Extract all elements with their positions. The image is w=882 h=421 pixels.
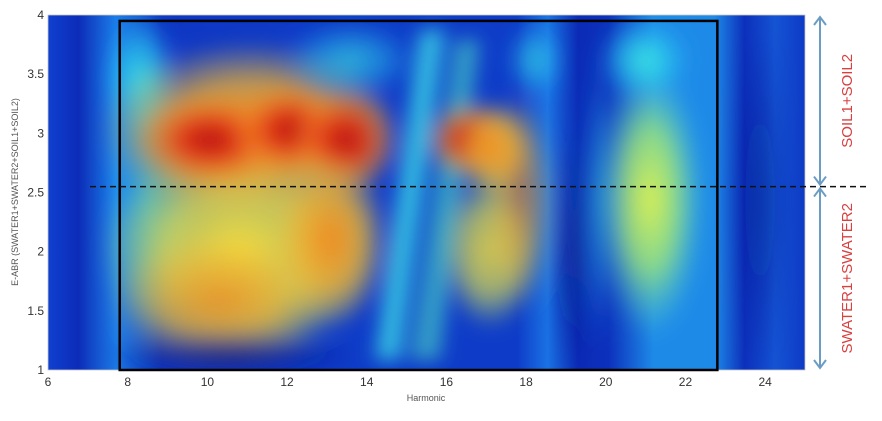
heat-blob xyxy=(280,20,420,100)
y-axis-label: E-ABR (SWATER1+SWATER2+SOIL1+SOIL2) xyxy=(10,98,20,286)
y-tick-label: 1.5 xyxy=(27,304,44,318)
y-tick-label: 3 xyxy=(37,126,44,140)
y-tick-label: 1 xyxy=(37,363,44,377)
heat-blob xyxy=(550,120,590,370)
x-tick-label: 20 xyxy=(599,375,613,389)
x-tick-label: 12 xyxy=(280,375,294,389)
heat-blob xyxy=(595,15,695,105)
arrow-down-icon xyxy=(813,359,827,370)
arrow-up-icon xyxy=(813,15,827,26)
y-tick-label: 3.5 xyxy=(27,67,44,81)
upper-region-bracket xyxy=(813,15,827,187)
heat-streak xyxy=(375,30,445,360)
x-axis-label: Harmonic xyxy=(407,393,446,403)
heatmap-blobs xyxy=(100,15,790,370)
heat-blob xyxy=(730,20,790,370)
x-tick-label: 22 xyxy=(679,375,693,389)
region-label-soil: SOIL1+SOIL2 xyxy=(839,54,856,148)
heat-blob xyxy=(270,150,390,330)
arrow-down-icon xyxy=(813,175,827,187)
heatmap-area xyxy=(48,15,805,370)
y-tick-label: 4 xyxy=(37,8,44,22)
x-tick-label: 14 xyxy=(360,375,374,389)
x-axis-ticks: 6 8 10 12 14 16 18 20 22 24 xyxy=(45,375,772,389)
lower-region-bracket xyxy=(813,186,827,370)
x-tick-label: 24 xyxy=(758,375,772,389)
heat-blob xyxy=(505,20,565,100)
region-brackets xyxy=(813,15,827,370)
x-tick-label: 6 xyxy=(45,375,52,389)
heat-blob xyxy=(580,50,620,350)
heat-blob xyxy=(485,90,555,310)
heat-blob xyxy=(100,330,360,370)
heat-blob xyxy=(595,60,705,340)
y-tick-label: 2 xyxy=(37,245,44,259)
region-label-swater: SWATER1+SWATER2 xyxy=(839,203,856,353)
x-tick-label: 16 xyxy=(440,375,454,389)
arrow-up-icon xyxy=(813,186,827,198)
x-tick-label: 10 xyxy=(201,375,215,389)
highlight-box xyxy=(118,19,719,372)
y-axis-ticks: 1 1.5 2 2.5 3 3.5 4 xyxy=(27,8,44,377)
x-tick-label: 8 xyxy=(124,375,131,389)
x-tick-label: 18 xyxy=(519,375,533,389)
y-tick-label: 2.5 xyxy=(27,186,44,200)
